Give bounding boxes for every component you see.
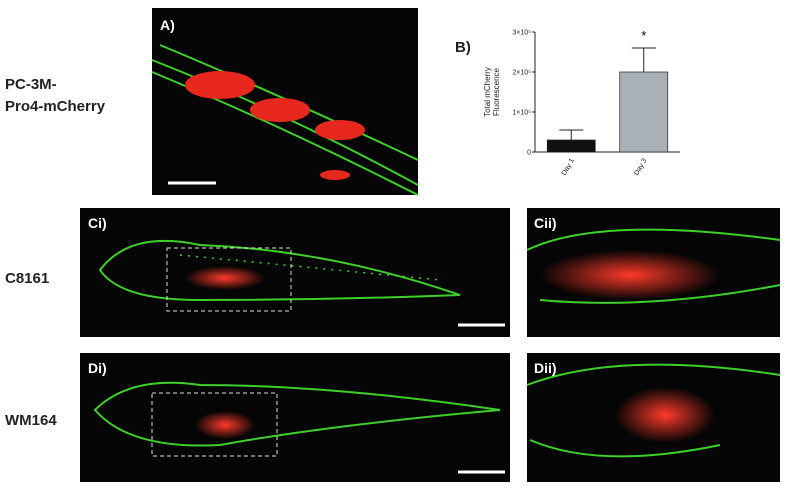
significance: *	[641, 28, 646, 43]
bar	[619, 71, 669, 153]
bar	[546, 139, 596, 153]
y-axis-title: Total mCherry	[483, 67, 492, 117]
y-axis-title: Fluorescence	[492, 67, 501, 116]
y-tick-label: 3×10⁵	[512, 30, 531, 37]
panel-label: Ci)	[88, 215, 107, 231]
micrograph-cii: Cii)	[526, 208, 781, 337]
row-label: C8161	[5, 270, 49, 287]
panel-label: B)	[455, 39, 471, 56]
micrograph-a: A)	[151, 8, 419, 196]
panel-label: Cii)	[534, 215, 557, 231]
row-label: Pro4-mCherry	[5, 98, 106, 115]
bar-chart: 0 1×10⁵ 2×10⁵ 3×10⁵ Total mCherry Fluorescenc…	[483, 28, 680, 177]
y-tick-label: 0	[527, 150, 531, 157]
micrograph-ci: Ci)	[80, 208, 510, 337]
row-label: PC-3M-	[5, 76, 57, 93]
panel-label: Di)	[88, 360, 107, 376]
y-tick-label: 2×10⁵	[512, 70, 531, 77]
row-label: WM164	[5, 412, 57, 429]
x-tick-label: Day 1	[561, 157, 576, 176]
y-tick-label: 1×10⁵	[512, 110, 531, 117]
x-tick-label: Day 3	[633, 157, 648, 176]
panel-label: Dii)	[534, 360, 557, 376]
micrograph-di: Di)	[80, 353, 510, 482]
panel-label: A)	[160, 17, 175, 33]
row-labels: PC-3M- Pro4-mCherry C8161 WM164	[5, 76, 106, 429]
micrograph-dii: Dii)	[526, 353, 781, 482]
